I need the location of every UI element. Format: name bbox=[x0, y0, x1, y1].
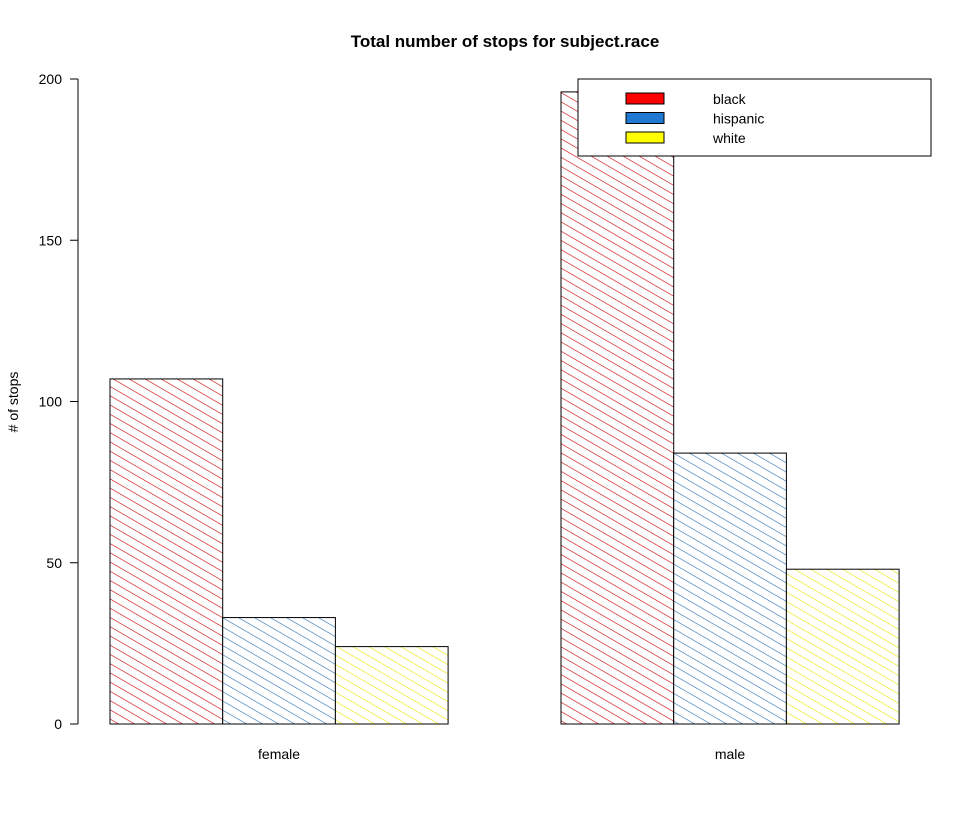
chart-title: Total number of stops for subject.race bbox=[351, 32, 660, 51]
legend-label: white bbox=[712, 130, 746, 146]
x-axis: female male bbox=[258, 746, 745, 762]
bar-female-black bbox=[109, 378, 224, 725]
legend: black hispanic white bbox=[577, 78, 932, 157]
y-tick-label: 100 bbox=[39, 394, 63, 410]
bar-male-black bbox=[560, 91, 675, 725]
legend-swatch-hispanic bbox=[625, 112, 665, 124]
y-tick-label: 0 bbox=[54, 716, 62, 732]
y-tick-label: 50 bbox=[46, 555, 62, 571]
legend-swatch-white bbox=[625, 131, 665, 144]
y-tick-label: 150 bbox=[39, 232, 63, 248]
y-tick-label: 200 bbox=[39, 71, 63, 87]
bar-male-hispanic bbox=[673, 452, 787, 725]
legend-label: hispanic bbox=[713, 111, 764, 127]
y-axis-label: # of stops bbox=[5, 372, 21, 433]
x-category-label: female bbox=[258, 746, 300, 762]
legend-label: black bbox=[713, 91, 747, 107]
x-category-label: male bbox=[715, 746, 746, 762]
bar-female-white bbox=[334, 646, 449, 725]
bar-male-white bbox=[785, 568, 900, 725]
bars-group bbox=[109, 91, 900, 725]
y-axis: 0 50 100 150 200 bbox=[39, 71, 79, 732]
bar-female-hispanic bbox=[222, 617, 336, 725]
legend-swatch-black bbox=[625, 92, 665, 105]
